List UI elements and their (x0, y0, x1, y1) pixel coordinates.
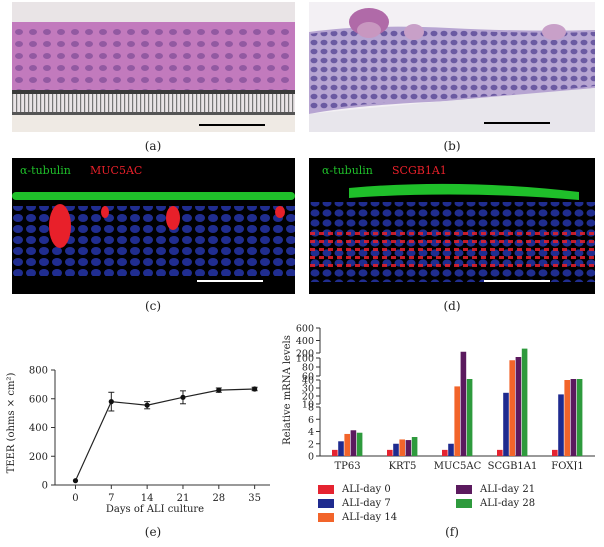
mrna-bar (387, 449, 393, 456)
mrna-bar (509, 360, 515, 456)
teer-x-tick-label: 14 (141, 493, 154, 504)
stain-label-d-red: SCGB1A1 (392, 164, 447, 177)
teer-data-point (252, 386, 258, 392)
mrna-bar (411, 437, 418, 456)
stain-label-c-red: MUC5AC (90, 164, 143, 177)
mrna-bar (399, 439, 405, 456)
legend-label: ALI-day 21 (480, 484, 536, 495)
teer-data-point (72, 478, 79, 484)
mrna-y-tick-label: 0 (308, 452, 314, 463)
mrna-category-label: SCGB1A1 (488, 461, 538, 470)
mrna-bar (558, 394, 564, 456)
teer-x-axis-label: Days of ALI culture (106, 504, 204, 515)
legend-swatch (456, 499, 472, 508)
mrna-legend: ALI-day 0 ALI-day 7 ALI-day 14 ALI-day 21 AL… (318, 484, 588, 524)
panel-b-he-image (309, 2, 595, 132)
legend-item: ALI-day 21 (456, 484, 535, 495)
mrna-y-axis-label: Relative mRNA levels (282, 335, 293, 445)
mrna-bar (338, 441, 344, 456)
teer-y-tick-label: 400 (29, 423, 48, 434)
panel-label-e: (e) (144, 525, 162, 539)
mrna-category-label: MUC5AC (434, 461, 482, 470)
panel-label-b: (b) (443, 139, 461, 153)
mrna-bar (350, 430, 357, 456)
mrna-bar (356, 432, 363, 456)
legend-label: ALI-day 7 (342, 498, 391, 509)
mrna-y-tick-label: 200 (296, 349, 314, 360)
teer-line-chart: 0 200 400 600 800 0 7 14 21 28 35 TEER (ohms × cm²… (6, 366, 270, 515)
legend-label: ALI-day 0 (342, 484, 391, 495)
legend-item: ALI-day 14 (318, 512, 397, 523)
mrna-category-label: FOXJ1 (551, 461, 583, 470)
teer-y-tick-label: 200 (29, 452, 48, 463)
mrna-category-label: KRT5 (389, 461, 417, 470)
teer-y-tick-label: 0 (42, 481, 48, 492)
teer-x-tick-label: 0 (72, 493, 78, 504)
legend-swatch (318, 513, 334, 522)
mrna-bar (576, 379, 583, 456)
mrna-bar (393, 443, 399, 456)
mrna-y-tick-label: 60 (302, 372, 314, 383)
teer-series-line (74, 388, 255, 481)
teer-data-point (180, 394, 186, 400)
teer-x-tick-label: 21 (177, 493, 190, 504)
mrna-bar (344, 433, 350, 456)
legend-swatch (318, 499, 334, 508)
legend-item: ALI-day 28 (456, 498, 535, 509)
legend-label: ALI-day 28 (480, 498, 536, 509)
legend-item: ALI-day 0 (318, 484, 391, 495)
mrna-y-tick-label: 100 (296, 354, 314, 365)
teer-data-point (144, 402, 150, 408)
panel-d-fluorescence-image (309, 158, 595, 294)
mrna-y-tick-label: 6 (308, 415, 314, 426)
mrna-y-tick-label: 8 (308, 403, 314, 414)
mrna-y-tick-label: 400 (296, 336, 314, 347)
panel-label-a: (a) (144, 139, 162, 153)
panel-label-d: (d) (443, 299, 461, 313)
mrna-bar (564, 380, 570, 456)
legend-label: ALI-day 14 (342, 512, 398, 523)
panel-label-f: (f) (445, 525, 459, 539)
mrna-bar (466, 379, 473, 456)
mrna-bar (460, 351, 467, 456)
stain-label-c-green: α-tubulin (20, 164, 71, 177)
legend-swatch (456, 485, 472, 494)
mrna-bar (570, 379, 577, 456)
teer-y-tick-label: 800 (29, 366, 48, 377)
mrna-bar (503, 392, 509, 456)
mrna-bar (454, 386, 460, 456)
panel-label-c: (c) (144, 299, 162, 313)
mrna-y-tick-label: 4 (308, 427, 314, 438)
stain-label-d-green: α-tubulin (322, 164, 373, 177)
mrna-bar (521, 348, 528, 456)
mrna-y-tick-label: 20 (302, 392, 314, 403)
teer-x-tick-label: 35 (248, 493, 261, 504)
mrna-bar (515, 357, 522, 456)
legend-swatch (318, 485, 334, 494)
mrna-category-label: TP63 (334, 461, 360, 470)
panel-c-fluorescence-image (12, 158, 295, 294)
teer-y-axis-label: TEER (ohms × cm²) (6, 373, 17, 474)
mrna-bar (497, 449, 503, 456)
teer-data-point (108, 399, 114, 405)
mrna-y-tick-label: 30 (302, 384, 314, 395)
legend-item: ALI-day 7 (318, 498, 391, 509)
panel-a-he-image (12, 2, 295, 132)
mrna-y-tick-label: 40 (302, 376, 314, 387)
mrna-bar (442, 449, 448, 456)
mrna-y-tick-label: 80 (302, 363, 314, 374)
mrna-bar (448, 443, 454, 456)
mrna-y-tick-label: 600 (296, 324, 314, 335)
mrna-y-tick-label: 2 (308, 439, 314, 450)
mrna-bar (332, 449, 338, 456)
teer-x-tick-label: 28 (212, 493, 225, 504)
mrna-bar (405, 440, 412, 456)
teer-data-point (216, 387, 222, 393)
mrna-y-tick-label: 10 (302, 400, 314, 411)
teer-y-tick-label: 600 (29, 394, 48, 405)
teer-x-tick-label: 7 (108, 493, 114, 504)
mrna-bar (552, 449, 558, 456)
